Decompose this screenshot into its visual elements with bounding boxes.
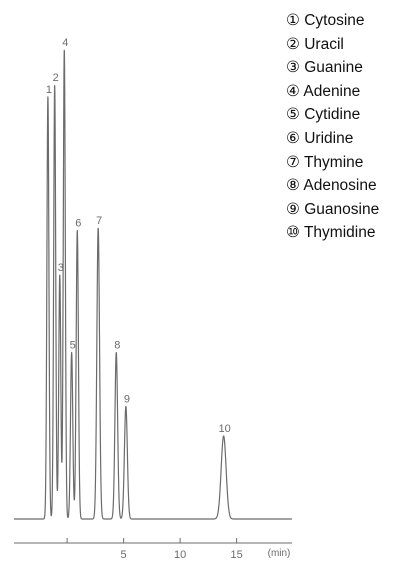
peak-label-4: 4 xyxy=(62,37,68,49)
chromatogram-trace xyxy=(13,49,293,520)
legend-label: Thymine xyxy=(303,153,364,171)
legend-marker: ⑦ xyxy=(286,153,300,171)
legend-item: ③ Guanine xyxy=(286,56,379,80)
x-axis: 5 10 15 (min) xyxy=(14,538,292,561)
legend-marker: ⑥ xyxy=(286,129,300,147)
legend-marker: ④ xyxy=(286,82,300,100)
peak-label-10: 10 xyxy=(219,423,231,435)
legend-label: Cytosine xyxy=(304,12,365,29)
peak-label-group: 12 3 4 5 6 7 8 9 10 xyxy=(46,37,231,435)
x-tick-label-15: 15 xyxy=(231,549,243,561)
legend-marker: ② xyxy=(286,35,300,53)
legend-marker: ① xyxy=(286,12,300,29)
peak-label-6: 6 xyxy=(75,218,81,230)
legend-item: ② Uracil xyxy=(286,33,379,57)
peak-label-5: 5 xyxy=(70,340,76,352)
legend-label: Uracil xyxy=(304,35,344,53)
x-axis-unit: (min) xyxy=(268,548,291,559)
legend-item: ⑨ Guanosine xyxy=(286,198,379,222)
legend-label: Cytidine xyxy=(304,106,361,124)
legend-label: Guanine xyxy=(304,59,363,77)
legend-marker: ⑨ xyxy=(286,200,300,218)
x-tick-label-5: 5 xyxy=(121,549,127,561)
legend-marker: ⑤ xyxy=(286,106,300,124)
chromatogram-trace-group xyxy=(13,49,293,520)
legend-label: Adenine xyxy=(303,82,361,100)
legend-label: Guanosine xyxy=(304,200,380,218)
peak-label-2: 2 xyxy=(53,72,59,84)
peak-label-1: 1 xyxy=(46,84,52,96)
legend-item: ⑦ Thymine xyxy=(286,151,379,175)
legend-label: Adenosine xyxy=(303,177,377,195)
legend-item: ⑩ Thymidine xyxy=(286,221,379,245)
legend-item: ① Cytosine xyxy=(286,9,379,33)
peak-label-3: 3 xyxy=(58,262,64,274)
peak-label-8: 8 xyxy=(114,340,120,352)
legend-item: ⑥ Uridine xyxy=(286,127,379,151)
legend: ① Cytosine ② Uracil ③ Guanine ④ Adenine ⑤ Cy… xyxy=(286,9,379,245)
peak-label-7: 7 xyxy=(96,215,102,227)
legend-marker: ⑩ xyxy=(286,224,300,242)
x-tick-label-10: 10 xyxy=(174,549,186,561)
legend-label: Thymidine xyxy=(303,224,376,242)
legend-item: ⑧ Adenosine xyxy=(286,174,379,198)
legend-item: ④ Adenine xyxy=(286,80,379,104)
peak-label-9: 9 xyxy=(124,393,130,405)
legend-item: ⑤ Cytidine xyxy=(286,103,379,127)
legend-marker: ⑧ xyxy=(286,177,300,195)
legend-marker: ③ xyxy=(286,59,300,77)
legend-label: Uridine xyxy=(304,129,354,147)
